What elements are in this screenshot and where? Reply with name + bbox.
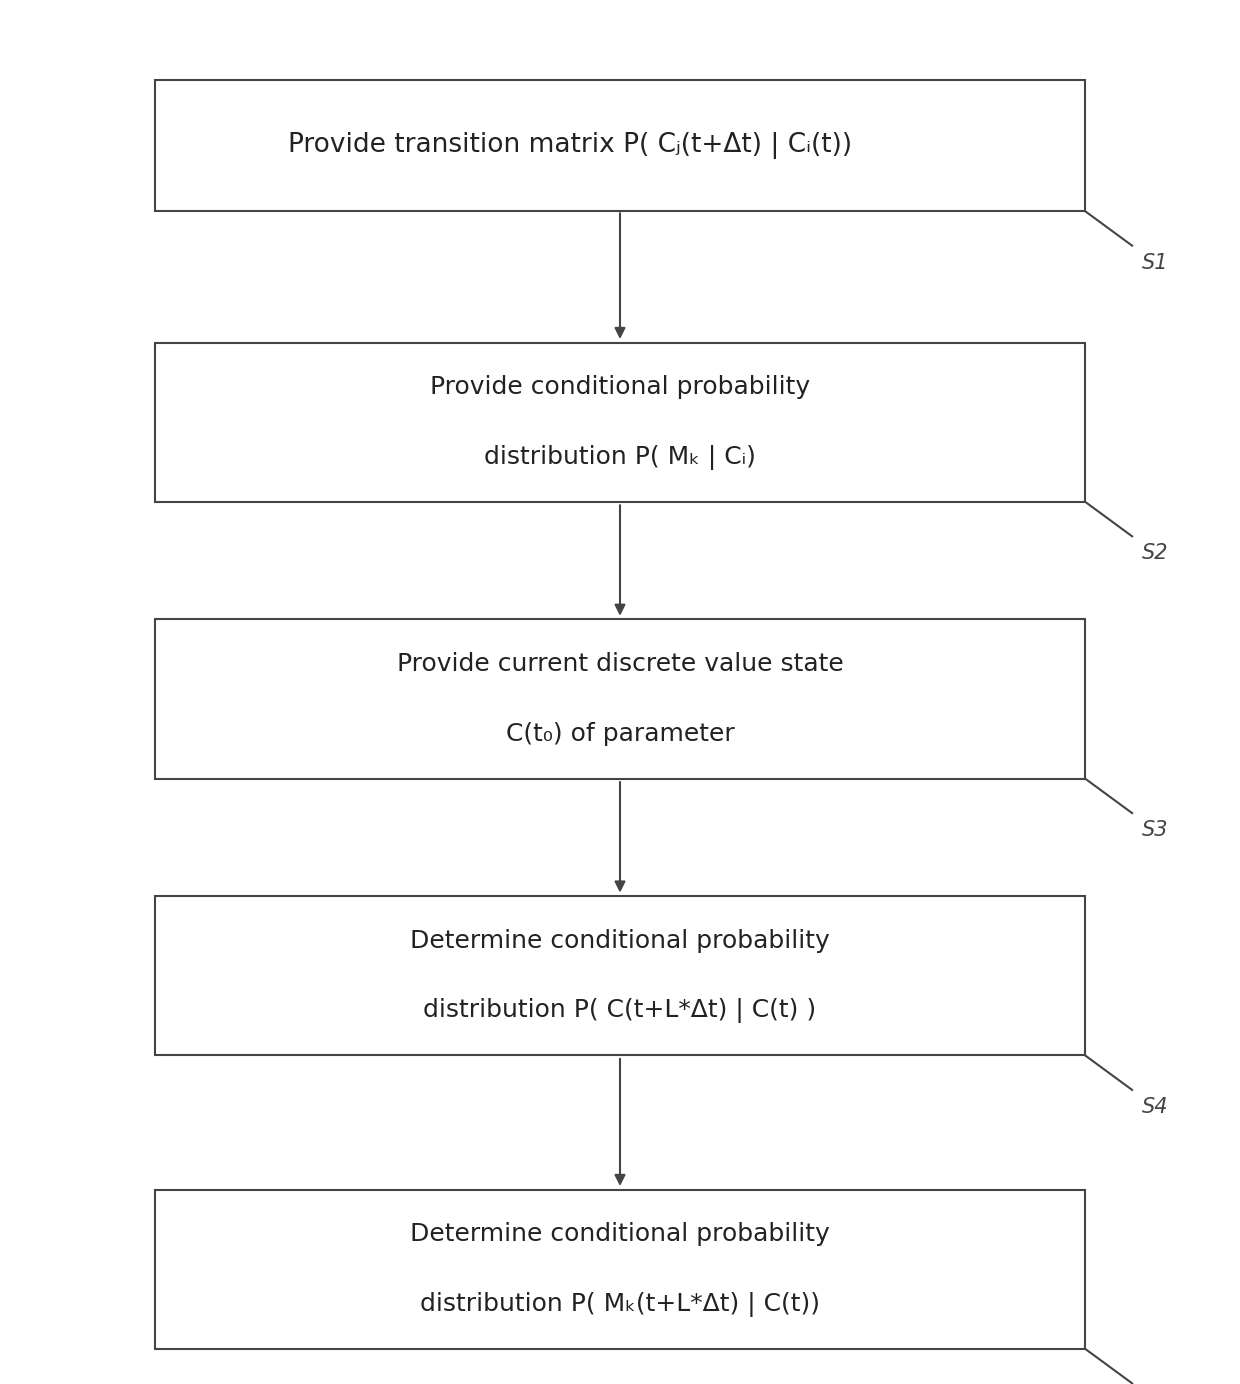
Bar xyxy=(155,620,1085,778)
Text: Determine conditional probability: Determine conditional probability xyxy=(410,929,830,952)
Text: S2: S2 xyxy=(1142,544,1168,563)
Text: S3: S3 xyxy=(1142,819,1168,840)
Bar xyxy=(155,343,1085,502)
Bar xyxy=(155,79,1085,210)
Text: Determine conditional probability: Determine conditional probability xyxy=(410,1222,830,1246)
Text: Provide conditional probability: Provide conditional probability xyxy=(430,375,810,399)
Bar xyxy=(155,1189,1085,1348)
Text: S1: S1 xyxy=(1142,252,1168,273)
Text: Provide transition matrix P( Cⱼ(t+Δt) | Cᵢ(t)): Provide transition matrix P( Cⱼ(t+Δt) | … xyxy=(289,131,852,159)
Text: distribution P( C(t+L*Δt) | C(t) ): distribution P( C(t+L*Δt) | C(t) ) xyxy=(423,998,817,1023)
Text: distribution P( Mₖ(t+L*Δt) | C(t)): distribution P( Mₖ(t+L*Δt) | C(t)) xyxy=(420,1291,820,1316)
Text: S4: S4 xyxy=(1142,1096,1168,1117)
Text: distribution P( Mₖ | Cᵢ): distribution P( Mₖ | Cᵢ) xyxy=(484,444,756,469)
Text: C(t₀) of parameter: C(t₀) of parameter xyxy=(506,722,734,746)
Bar xyxy=(155,897,1085,1055)
Text: Provide current discrete value state: Provide current discrete value state xyxy=(397,652,843,675)
